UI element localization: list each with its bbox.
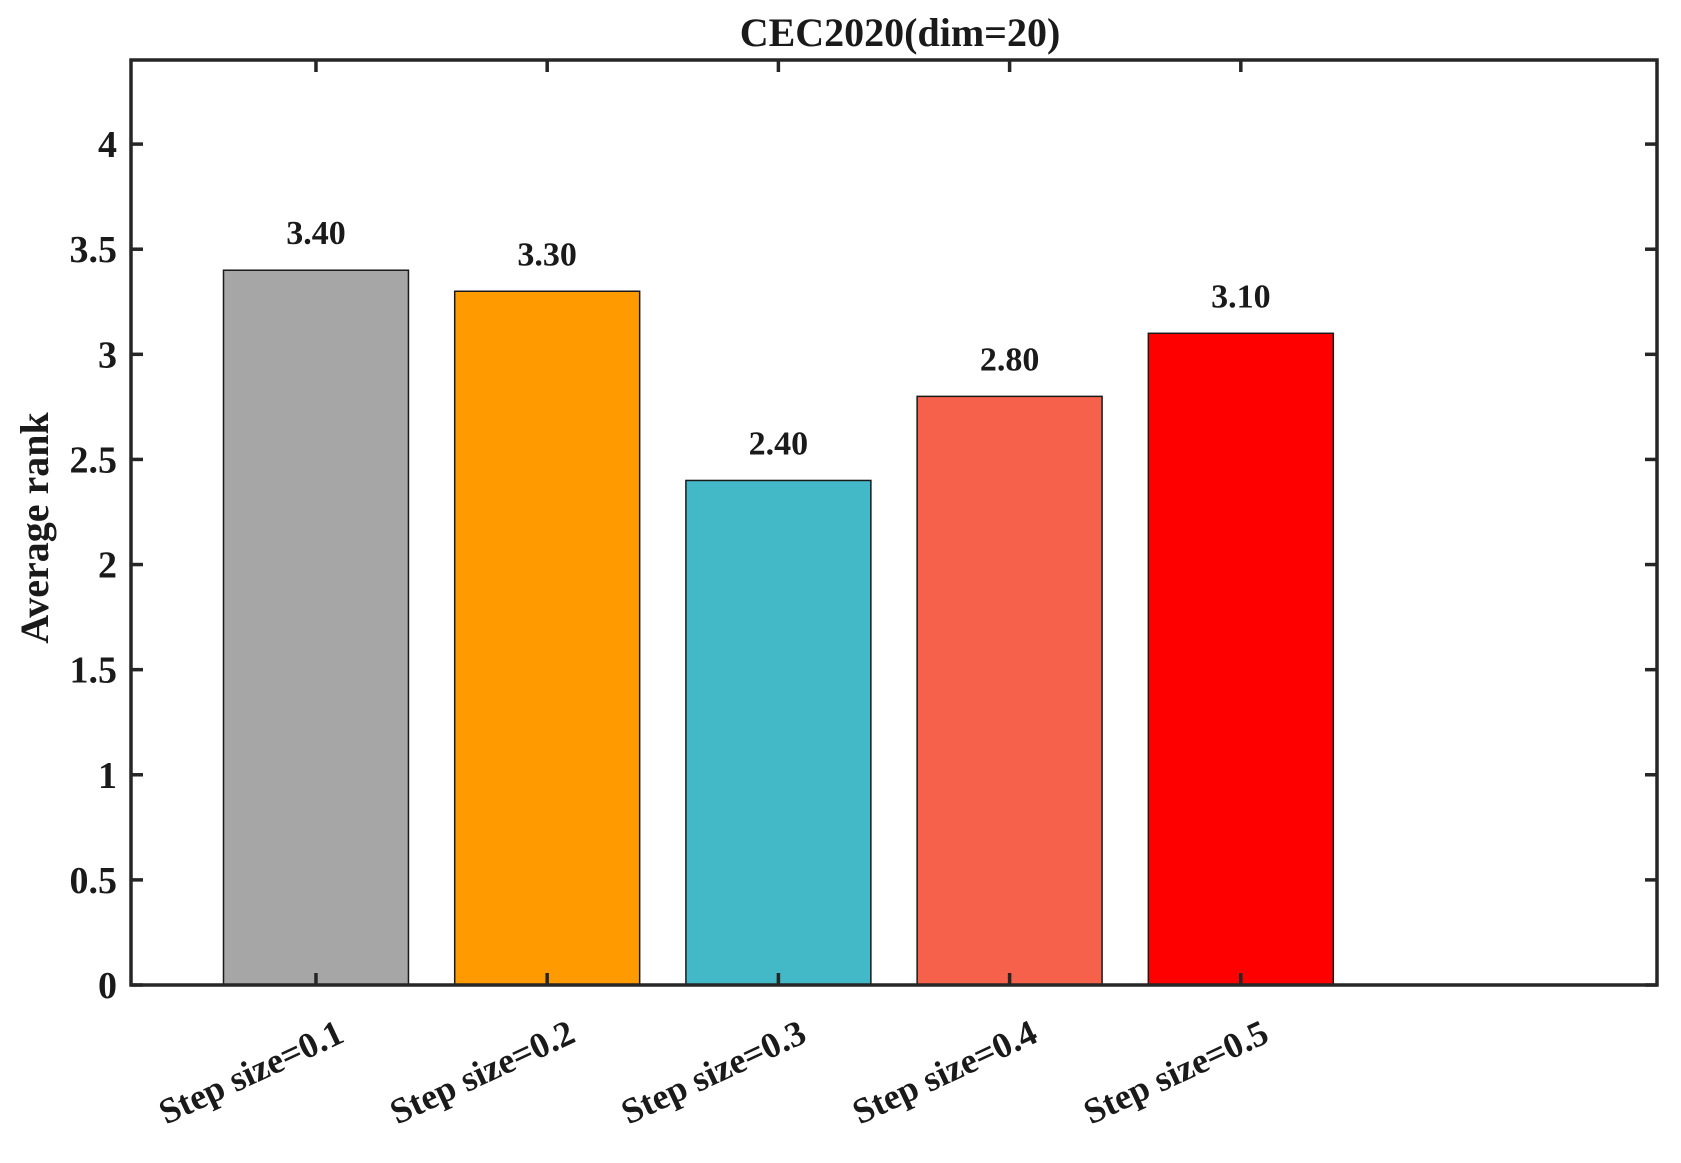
- x-tick-label: Step size=0.2: [384, 1012, 581, 1132]
- bar: [1147, 332, 1335, 986]
- y-tick-label: 0: [98, 965, 117, 1007]
- y-tick-label: 1.5: [70, 650, 118, 692]
- y-tick-label: 2.5: [70, 439, 118, 481]
- x-tick-label: Step size=0.1: [153, 1012, 350, 1132]
- y-axis-label: Average rank: [12, 412, 57, 644]
- y-tick-label: 4: [98, 124, 117, 166]
- bar: [916, 395, 1103, 986]
- bar-value-label: 2.40: [749, 425, 809, 462]
- chart-title: CEC2020(dim=20): [740, 10, 1061, 55]
- y-tick-label: 2: [98, 545, 117, 587]
- y-tick-label: 1: [98, 755, 117, 797]
- bar: [222, 269, 410, 986]
- y-tick-label: 3.5: [70, 229, 118, 271]
- bar-value-label: 2.80: [980, 341, 1040, 378]
- bar-value-label: 3.40: [286, 215, 346, 252]
- x-tick-label: Step size=0.5: [1077, 1012, 1274, 1132]
- y-tick-label: 0.5: [70, 860, 118, 902]
- bar: [685, 479, 872, 986]
- bar-value-label: 3.30: [517, 236, 577, 273]
- x-tick-label: Step size=0.4: [846, 1012, 1043, 1132]
- x-tick-label: Step size=0.3: [615, 1012, 812, 1132]
- plot-frame: [129, 58, 1659, 987]
- bar-value-label: 3.10: [1211, 278, 1271, 315]
- y-tick-label: 3: [98, 334, 117, 376]
- plot-area: 0 0.5 1 1.5 2 2.5 3 3.5 4 3.40 Step size=0.1 3.30 St…: [70, 60, 1657, 1132]
- bar: [453, 290, 641, 986]
